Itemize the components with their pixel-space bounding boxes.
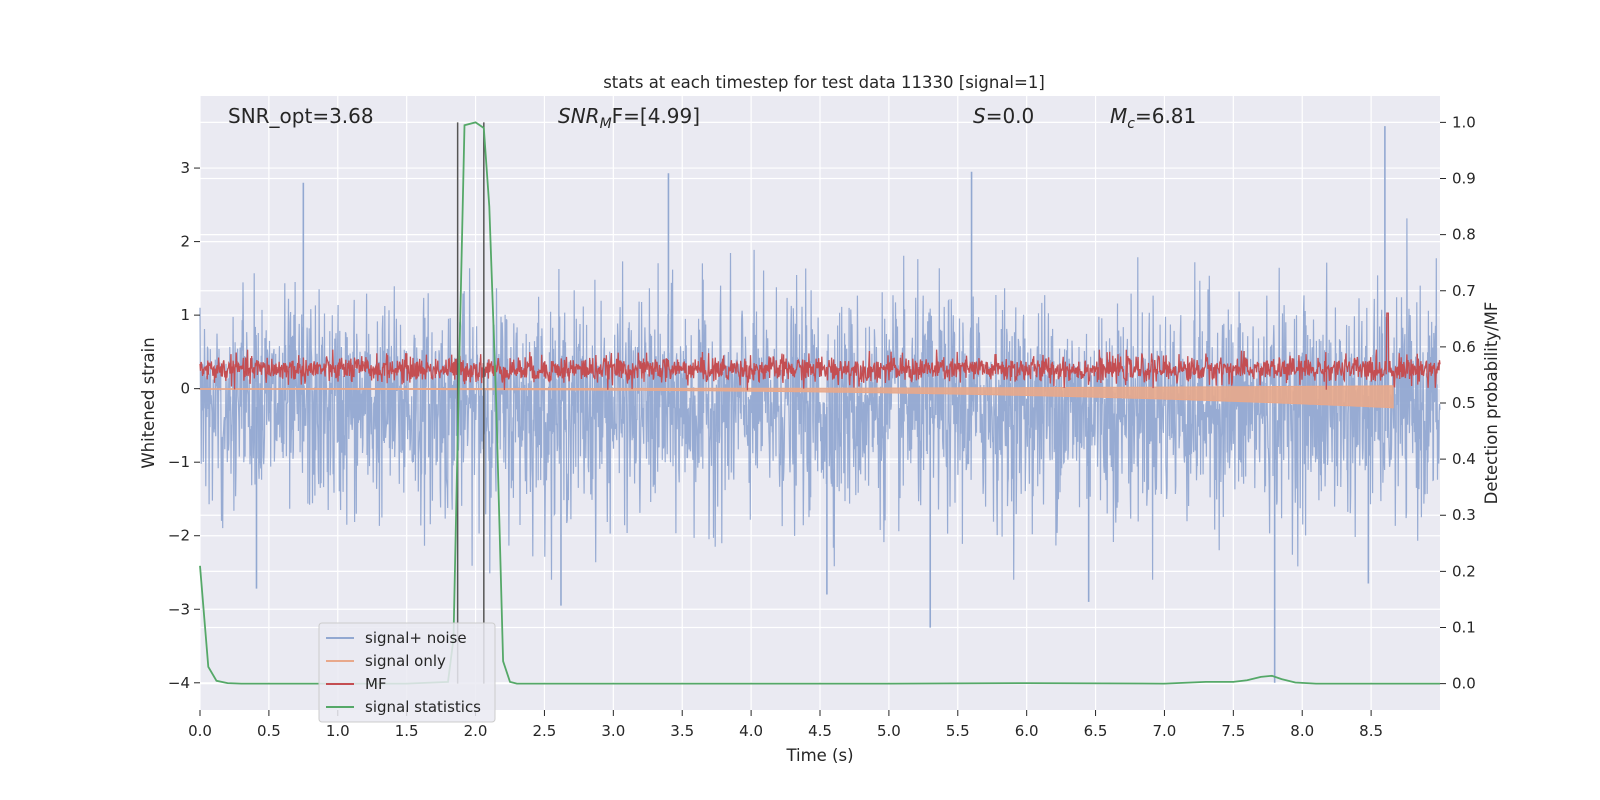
series-signal-only <box>199 385 1394 409</box>
yl-tick-label-6: −3 <box>168 600 190 618</box>
x-tick-label-13: 6.5 <box>1084 722 1108 740</box>
yr-tick-label-5: 0.5 <box>1452 394 1476 412</box>
legend-box <box>318 622 496 723</box>
annotation-mc-sub: c <box>1127 116 1135 132</box>
series-signal-noise <box>199 126 1441 683</box>
legend-label-signal-noise: signal+ noise <box>365 629 467 647</box>
yr-tick-label-2: 0.8 <box>1452 226 1476 244</box>
yr-tick-label-6: 0.4 <box>1452 450 1476 468</box>
yl-tick-label-4: −1 <box>168 453 190 471</box>
annotation-snr-mf-rest: F=[4.99] <box>612 104 700 128</box>
x-tick-label-9: 4.5 <box>808 722 832 740</box>
legend-label-mf: MF <box>365 675 387 693</box>
x-tick-label-12: 6.0 <box>1015 722 1039 740</box>
x-tick-label-3: 1.5 <box>395 722 419 740</box>
y-left-axis-ticks: 3 2 1 0 −1 −2 −3 −4 <box>168 159 200 692</box>
yr-tick-label-8: 0.2 <box>1452 562 1476 580</box>
yl-tick-label-1: 2 <box>180 233 190 251</box>
x-tick-label-1: 0.5 <box>257 722 281 740</box>
mf-trace <box>199 312 1441 391</box>
yl-tick-label-2: 1 <box>180 306 190 324</box>
yr-tick-label-1: 0.9 <box>1452 170 1476 188</box>
yr-tick-label-10: 0.0 <box>1452 675 1476 693</box>
x-tick-label-6: 3.0 <box>601 722 625 740</box>
yr-tick-label-0: 1.0 <box>1452 113 1476 131</box>
legend: signal+ noise signal only MF signal stat… <box>318 622 496 723</box>
series-signal-statistics <box>199 121 1440 685</box>
yl-tick-label-5: −2 <box>168 527 190 545</box>
x-axis-label: Time (s) <box>785 746 853 765</box>
y-left-axis-label: Whitened strain <box>139 337 158 468</box>
x-tick-label-11: 5.5 <box>946 722 970 740</box>
annotation-s: S=0.0 <box>973 104 1034 128</box>
yl-tick-label-0: 3 <box>180 159 190 177</box>
x-tick-label-4: 2.0 <box>464 722 488 740</box>
annotation-mc-value: =6.81 <box>1135 104 1196 128</box>
annotation-snr-mf-sub: M <box>600 116 612 132</box>
legend-label-signal-statistics: signal statistics <box>365 698 481 716</box>
annotation-snr-opt: SNR_opt=3.68 <box>228 104 374 128</box>
annotation-mc: Mc=6.81 <box>1110 104 1196 132</box>
x-tick-label-0: 0.0 <box>188 722 212 740</box>
x-tick-label-17: 8.5 <box>1359 722 1383 740</box>
annotation-s-label: S <box>973 104 986 128</box>
annotation-snr-mf-base: SNR <box>558 104 600 128</box>
yr-tick-label-3: 0.7 <box>1452 282 1476 300</box>
x-tick-label-15: 7.5 <box>1221 722 1245 740</box>
y-right-axis-label: Detection probability/MF <box>1482 302 1501 505</box>
chart-title: stats at each timestep for test data 113… <box>603 73 1045 92</box>
x-tick-label-2: 1.0 <box>326 722 350 740</box>
series-mf <box>199 312 1441 391</box>
y-right-axis-ticks: 1.0 0.9 0.8 0.7 0.6 0.5 0.4 0.3 0.2 0.1 0.0 <box>1440 113 1476 693</box>
yr-tick-label-9: 0.1 <box>1452 618 1476 636</box>
yl-tick-label-7: −4 <box>168 674 190 692</box>
yr-tick-label-4: 0.6 <box>1452 338 1476 356</box>
yl-tick-label-3: 0 <box>180 380 190 398</box>
x-tick-label-10: 5.0 <box>877 722 901 740</box>
x-tick-label-8: 4.0 <box>739 722 763 740</box>
signal-only-trace <box>199 385 1394 409</box>
annotation-mc-base: M <box>1110 104 1127 128</box>
x-tick-label-16: 8.0 <box>1290 722 1314 740</box>
signal-statistics-line <box>199 121 1440 685</box>
signal-noise-trace <box>199 218 1441 580</box>
x-tick-label-7: 3.5 <box>670 722 694 740</box>
x-tick-label-5: 2.5 <box>533 722 557 740</box>
x-tick-label-14: 7.0 <box>1153 722 1177 740</box>
annotation-s-value: =0.0 <box>986 104 1035 128</box>
x-axis-ticks: 0.0 0.5 1.0 1.5 2.0 2.5 3.0 3.5 4.0 4.5 5.0 5.5 6.0 6… <box>188 710 1383 740</box>
yr-tick-label-7: 0.3 <box>1452 506 1476 524</box>
annotation-snr-mf: SNRMF=[4.99] <box>558 104 700 132</box>
legend-label-signal-only: signal only <box>365 652 446 670</box>
